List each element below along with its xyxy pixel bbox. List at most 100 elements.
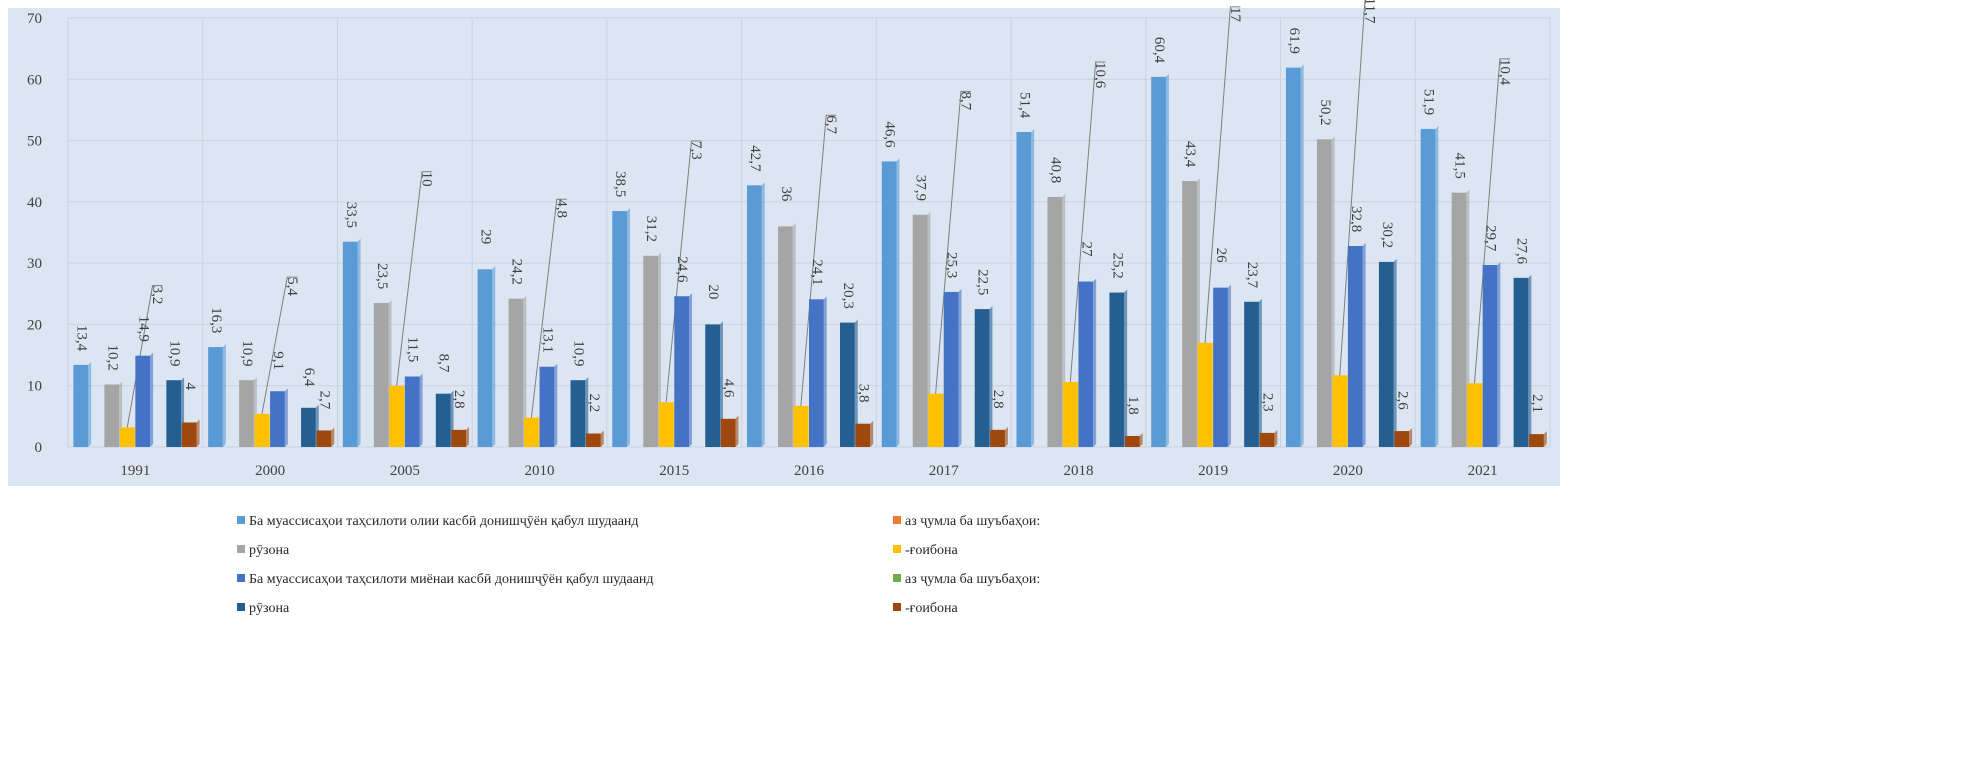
bar-side	[1124, 289, 1128, 447]
data-label: 51,9	[1421, 89, 1437, 115]
bar	[270, 391, 285, 447]
bar	[1078, 281, 1094, 447]
bar	[477, 269, 493, 447]
bar-side	[870, 420, 874, 447]
data-label: 2,8	[990, 390, 1006, 409]
data-label: 36	[778, 186, 794, 202]
data-label: 3,2	[149, 286, 165, 305]
bar	[524, 417, 539, 447]
data-label: 24,2	[508, 259, 524, 285]
bar	[104, 384, 120, 447]
legend-label: рӯзона	[249, 543, 290, 558]
bar-side	[1409, 428, 1413, 447]
data-label: 10,6	[1092, 62, 1108, 89]
data-label: 2,6	[1394, 391, 1410, 410]
bar-side	[1031, 128, 1035, 447]
leader-line	[1069, 61, 1106, 383]
bar-side	[735, 415, 739, 447]
bar	[912, 214, 928, 447]
bar-side	[792, 223, 796, 447]
data-label: 10,9	[239, 340, 255, 366]
bar	[1047, 196, 1063, 447]
x-tick-label: 2020	[1333, 463, 1363, 479]
data-label: 23,7	[1244, 262, 1260, 289]
bar	[658, 402, 674, 447]
bar-side	[196, 419, 200, 447]
y-tick-label: 10	[27, 379, 42, 395]
y-tick-label: 70	[27, 11, 42, 27]
bar-side	[658, 252, 662, 447]
legend-label: аз ҷумла ба шуъбаҳои:	[905, 514, 1040, 529]
x-tick-label: 2015	[659, 463, 689, 479]
x-tick-label: 1991	[120, 463, 150, 479]
bar	[1316, 139, 1332, 448]
bar-side	[1331, 136, 1335, 448]
x-tick-label: 2010	[525, 463, 555, 479]
data-label: 4	[182, 382, 198, 390]
data-label: 10,4	[1496, 59, 1512, 86]
bar	[778, 226, 793, 447]
bar	[1420, 128, 1436, 448]
leader-line	[396, 171, 433, 386]
bar	[1482, 264, 1498, 447]
data-label: 4,8	[553, 199, 569, 218]
bar-side	[1139, 432, 1143, 447]
data-label: 50,2	[1317, 99, 1333, 125]
bar-side	[854, 319, 858, 447]
bar	[881, 161, 897, 447]
bar-side	[284, 388, 288, 447]
legend-label: Ба муассисаҳои таҳсилоти олии касбӣ дони…	[249, 514, 639, 529]
data-label: 40,8	[1047, 157, 1063, 183]
bar-side	[554, 363, 558, 447]
data-label: 38,5	[612, 171, 628, 197]
legend-swatch	[893, 603, 901, 611]
bar	[928, 393, 943, 447]
bar	[705, 324, 720, 447]
y-tick-label: 20	[27, 317, 42, 333]
bar	[181, 422, 197, 447]
legend-swatch	[237, 545, 245, 553]
bar	[301, 407, 316, 447]
data-label: 4,6	[721, 379, 737, 398]
bar-side	[627, 208, 631, 447]
data-label: 43,4	[1182, 141, 1198, 168]
data-label: 5,4	[284, 277, 300, 296]
bar-side	[1165, 73, 1169, 447]
bar	[570, 380, 586, 447]
bar	[316, 430, 332, 447]
legend-swatch	[893, 516, 901, 524]
data-label: 13,1	[539, 327, 555, 353]
bar	[747, 185, 762, 447]
data-label: 10,2	[104, 344, 120, 370]
data-label: 60,4	[1151, 37, 1167, 64]
data-label: 32,8	[1348, 206, 1364, 232]
data-label: 26	[1213, 248, 1229, 264]
leader-line	[1204, 6, 1241, 343]
bar-side	[1093, 278, 1097, 447]
y-tick-label: 40	[27, 195, 42, 211]
bar-side	[585, 377, 589, 447]
legend-swatch	[893, 574, 901, 582]
x-tick-label: 2018	[1063, 463, 1093, 479]
data-label: 24,1	[809, 259, 825, 285]
bar-side	[222, 344, 226, 447]
bar	[1332, 375, 1348, 447]
bar	[135, 355, 151, 447]
bar	[1394, 431, 1410, 447]
x-tick-label: 2016	[794, 463, 825, 479]
data-label: 20,3	[840, 283, 856, 309]
bar-side	[1497, 261, 1501, 447]
bar	[1513, 277, 1529, 447]
bar	[612, 211, 628, 447]
bar	[943, 291, 959, 447]
data-label: 22,5	[975, 269, 991, 295]
bar-side	[761, 182, 765, 447]
data-label: 10	[419, 172, 435, 187]
bar	[839, 322, 855, 447]
data-label: 27	[1078, 242, 1094, 258]
data-label: 24,6	[674, 256, 690, 283]
data-label: 29,7	[1483, 225, 1499, 252]
data-label: 29	[477, 229, 493, 244]
bar-side	[1227, 284, 1231, 447]
